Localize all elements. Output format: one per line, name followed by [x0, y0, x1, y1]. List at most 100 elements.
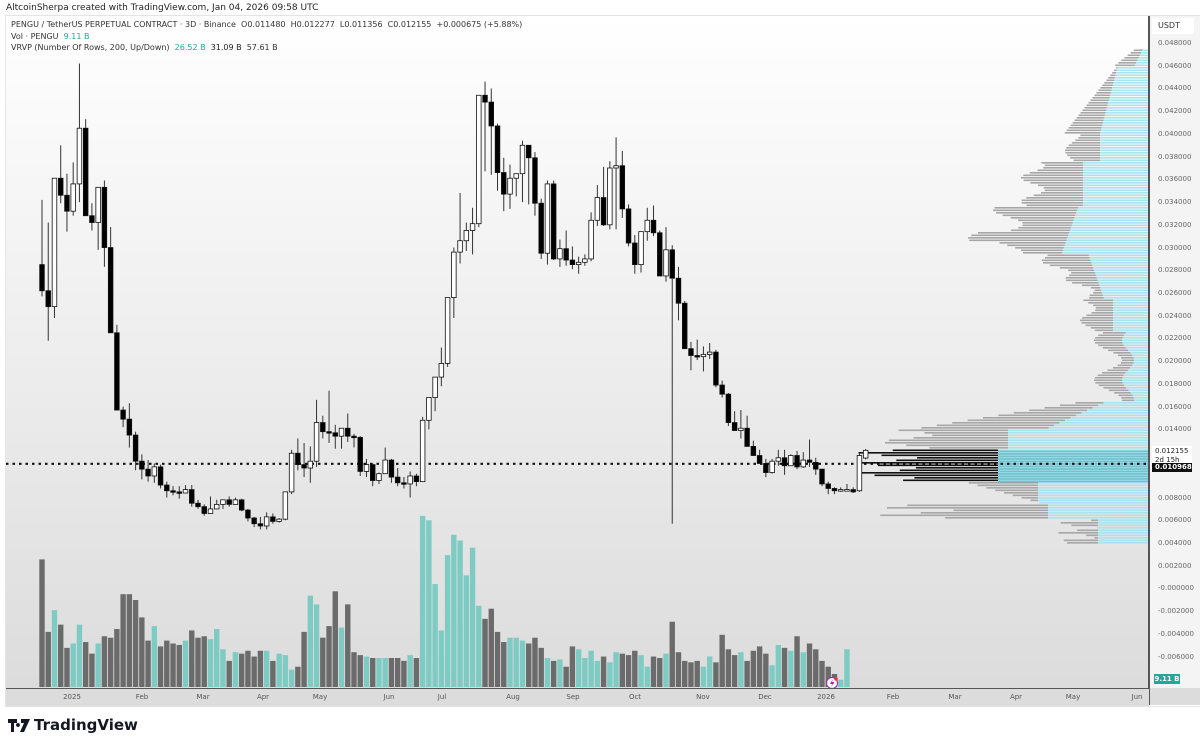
candle-down: [675, 277, 682, 304]
candle-up: [407, 475, 413, 485]
price-tick: 0.016000: [1158, 402, 1192, 411]
candle-up: [738, 427, 744, 431]
price-tick: 0.046000: [1158, 61, 1192, 70]
volume-bar: [326, 626, 332, 687]
candle-up: [644, 219, 650, 233]
currency-label[interactable]: USDT: [1152, 18, 1194, 34]
candle-down: [756, 455, 763, 464]
candle-down: [657, 232, 663, 277]
volume-bar: [563, 666, 569, 687]
volume-bar: [107, 637, 114, 687]
candle-up: [575, 261, 582, 265]
volume-bar: [426, 520, 432, 687]
candle-down: [625, 208, 632, 244]
lightning-event-icon: [826, 677, 838, 689]
candle-down: [170, 490, 176, 493]
legend-vrvp-label: VRVP (Number Of Rows, 200, Up/Down): [11, 43, 170, 52]
candle-up: [426, 397, 432, 421]
candle-down: [388, 459, 395, 478]
bar-countdown: 2d 15h: [1155, 455, 1180, 464]
volume-bar: [650, 656, 657, 687]
candle-down: [394, 476, 401, 484]
candle-up: [70, 183, 76, 212]
time-tick: May: [1065, 693, 1081, 701]
legend-volume-value: 9.11 B: [63, 31, 90, 41]
volume-bar: [132, 600, 139, 687]
plot-area[interactable]: [6, 16, 1149, 688]
volume-bar: [719, 634, 725, 687]
volume-bar: [600, 656, 607, 687]
volume-bar: [513, 637, 519, 687]
volume-bar: [270, 660, 276, 687]
candle-down: [600, 197, 607, 226]
volume-bar: [182, 640, 189, 687]
volume-bar: [519, 640, 526, 687]
price-tick: 0.034000: [1158, 198, 1192, 207]
candle-down: [694, 355, 700, 358]
candle-down: [101, 186, 108, 248]
candle-down: [526, 144, 532, 159]
volume-bar: [76, 624, 83, 687]
volume-bar: [370, 658, 376, 687]
volume-bar: [619, 653, 626, 687]
volume-bar: [625, 655, 632, 687]
volume-bar: [164, 640, 170, 687]
legend-vrvp-row[interactable]: VRVP (Number Of Rows, 200, Up/Down) 26.5…: [11, 42, 522, 54]
volume-bar: [438, 630, 445, 687]
volume-bar: [95, 643, 101, 687]
volume-bar: [444, 555, 451, 687]
volume-bar: [51, 610, 58, 687]
candle-down: [669, 249, 675, 279]
volume-bar: [407, 655, 413, 687]
poc-price-label: 0.010968: [1152, 463, 1192, 472]
candle-up: [382, 459, 388, 475]
price-axis[interactable]: [1149, 16, 1200, 688]
volume-badge: 9.11 B: [1154, 674, 1180, 684]
legend-volume-row[interactable]: Vol · PENGU 9.11 B: [11, 31, 522, 43]
time-tick: Nov: [696, 693, 710, 701]
time-tick: 2026: [817, 693, 835, 701]
volume-bar: [245, 650, 251, 687]
candle-down: [326, 431, 332, 434]
time-tick: Mar: [948, 693, 962, 701]
volume-bar: [432, 584, 438, 687]
candle-up: [800, 459, 806, 468]
candle-down: [831, 488, 838, 492]
candle-down: [332, 432, 338, 437]
time-tick: 2025: [63, 693, 81, 701]
candle-up: [182, 489, 189, 494]
candle-down: [357, 436, 363, 472]
candle-up: [214, 503, 220, 510]
candle-up: [276, 518, 282, 522]
tradingview-logo[interactable]: TradingView: [8, 716, 138, 734]
volume-bar: [756, 646, 763, 687]
candle-up: [51, 177, 58, 308]
price-tick: 0.022000: [1158, 334, 1192, 343]
price-tick: 0.002000: [1158, 561, 1192, 570]
candle-down: [351, 435, 357, 439]
last-price-label: 0.012155 2d 15h: [1152, 446, 1192, 464]
time-tick: Oct: [628, 693, 642, 701]
volume-bar: [657, 658, 663, 687]
price-tick: 0.048000: [1158, 39, 1192, 47]
legend-high: 0.012277: [296, 20, 335, 29]
volume-bar: [451, 534, 457, 687]
price-tick: -0.000000: [1158, 584, 1194, 593]
legend-symbol-row[interactable]: PENGU / TetherUS PERPETUAL CONTRACT · 3D…: [11, 20, 523, 29]
volume-bar: [238, 653, 245, 687]
time-axis[interactable]: [6, 688, 1149, 706]
time-tick: Dec: [758, 693, 772, 701]
candle-up: [419, 419, 426, 483]
axis-corner: [1149, 688, 1200, 705]
volume-bar: [482, 618, 488, 687]
volume-bar: [332, 591, 338, 687]
volume-bar: [363, 656, 370, 687]
candle-up: [207, 508, 214, 514]
candle-up: [232, 499, 239, 505]
volume-bar: [844, 649, 850, 687]
candle-up: [544, 183, 551, 254]
price-tick: 0.044000: [1158, 84, 1192, 93]
candle-up: [463, 230, 470, 242]
candle-up: [220, 499, 226, 505]
